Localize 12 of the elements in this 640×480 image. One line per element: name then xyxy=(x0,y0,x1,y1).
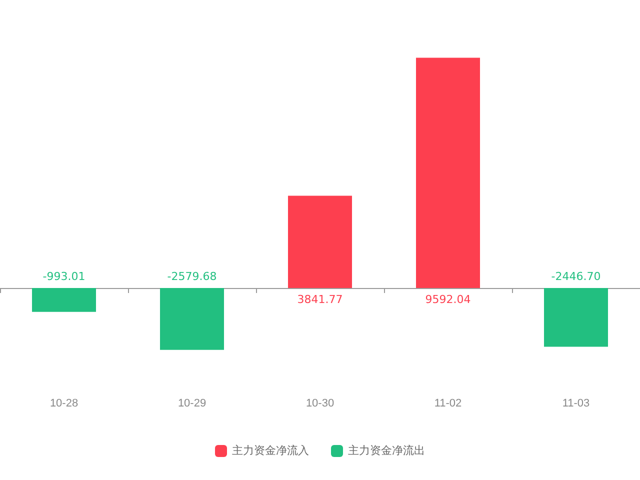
legend-label: 主力资金净流出 xyxy=(348,444,425,457)
data-label: -2579.68 xyxy=(167,270,217,283)
data-label: 3841.77 xyxy=(297,293,343,306)
x-tick-label: 10-28 xyxy=(50,398,78,410)
x-tick-label: 11-02 xyxy=(434,398,462,410)
x-tick-label: 10-30 xyxy=(306,398,334,410)
data-label: -2446.70 xyxy=(551,270,601,283)
data-label: 9592.04 xyxy=(425,293,471,306)
data-label: -993.01 xyxy=(42,270,86,283)
x-tick-label: 11-03 xyxy=(562,398,590,410)
legend-label: 主力资金净流入 xyxy=(232,444,309,457)
x-tick-label: 10-29 xyxy=(178,398,206,410)
